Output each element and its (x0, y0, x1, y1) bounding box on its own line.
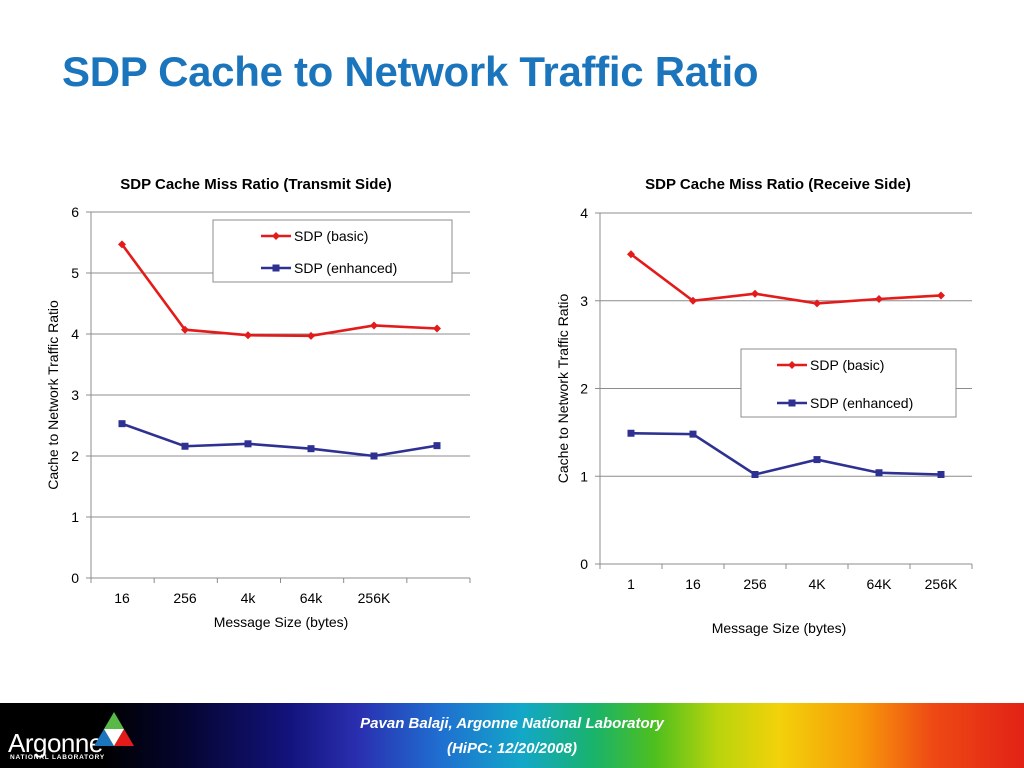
chart-title: SDP Cache Miss Ratio (Receive Side) (645, 176, 911, 193)
argonne-logo-subtext: NATIONAL LABORATORY (10, 754, 106, 761)
legend-label: SDP (enhanced) (810, 395, 913, 411)
series-line (120, 243, 438, 338)
data-point (370, 452, 378, 460)
argonne-logo-text: Argonne (8, 728, 103, 758)
legend-label: SDP (enhanced) (294, 260, 397, 276)
data-point (875, 469, 883, 477)
data-point (181, 325, 189, 334)
series-line (630, 253, 942, 305)
data-point (118, 240, 126, 249)
x-tick-label: 256 (173, 590, 197, 606)
y-axis-label: Cache to Network Traffic Ratio (45, 300, 61, 490)
data-point (937, 470, 945, 478)
x-tick-label: 16 (685, 576, 701, 592)
y-tick-label: 3 (580, 293, 588, 309)
argonne-triangle-logo-icon (94, 712, 134, 746)
data-point (118, 420, 126, 428)
transmit-side-chart: SDP Cache Miss Ratio (Transmit Side) 0 1 2 3… (45, 176, 471, 630)
data-point (689, 296, 697, 305)
data-point (244, 440, 252, 448)
data-point (433, 442, 441, 450)
legend-box (212, 219, 453, 283)
series-enhanced (627, 429, 945, 478)
data-point (751, 289, 759, 298)
legend: SDP (basic) SDP (enhanced) (740, 348, 957, 418)
y-tick-label: 1 (580, 468, 588, 484)
data-point (433, 324, 441, 333)
legend-swatch-marker (272, 264, 280, 272)
series-enhanced (118, 420, 441, 460)
data-point (307, 445, 315, 453)
data-point (751, 470, 759, 478)
data-point (937, 291, 945, 300)
y-tick-label: 2 (580, 381, 588, 397)
slide-title: SDP Cache to Network Traffic Ratio (62, 48, 759, 95)
y-tick-label: 2 (71, 448, 79, 464)
data-point (627, 250, 635, 259)
y-tick-label: 5 (71, 265, 79, 281)
x-tick-label: 64K (867, 576, 893, 592)
x-tick-label: 64k (300, 590, 324, 606)
legend: SDP (basic) SDP (enhanced) (212, 219, 453, 283)
data-point (181, 442, 189, 450)
x-tick-label: 256K (358, 590, 391, 606)
series-line (630, 431, 942, 476)
x-tick-label: 1 (627, 576, 635, 592)
y-tick-label: 4 (580, 205, 588, 221)
data-point (244, 331, 252, 340)
data-point (875, 294, 883, 303)
legend-label: SDP (basic) (294, 228, 368, 244)
y-axis-label: Cache to Network Traffic Ratio (555, 293, 571, 483)
legend-swatch-marker (788, 361, 796, 369)
x-axis-label: Message Size (bytes) (712, 620, 847, 636)
x-tick-label: 256 (743, 576, 767, 592)
x-tick-label: 4K (808, 576, 826, 592)
data-point (813, 456, 821, 464)
data-point (813, 299, 821, 308)
receive-side-chart: SDP Cache Miss Ratio (Receive Side) 0 1 2 3 4… (555, 176, 973, 636)
legend-box (740, 348, 957, 418)
x-axis-label: Message Size (bytes) (214, 614, 349, 630)
legend-swatch-marker (788, 399, 796, 407)
legend-swatch-marker (272, 232, 280, 240)
x-tick-label: 256K (925, 576, 958, 592)
series-basic (118, 240, 441, 340)
data-point (370, 321, 378, 330)
data-point (307, 331, 315, 340)
y-tick-label: 4 (71, 326, 79, 342)
series-line (121, 422, 438, 458)
footer-author: Pavan Balaji, Argonne National Laborator… (360, 715, 664, 732)
data-point (689, 430, 697, 438)
y-tick-label: 6 (71, 204, 79, 220)
y-tick-label: 0 (580, 556, 588, 572)
series-basic (627, 250, 945, 308)
chart-title: SDP Cache Miss Ratio (Transmit Side) (120, 176, 391, 193)
x-tick-label: 16 (114, 590, 130, 606)
y-tick-label: 3 (71, 387, 79, 403)
y-tick-label: 0 (71, 570, 79, 586)
legend-label: SDP (basic) (810, 357, 884, 373)
y-tick-label: 1 (71, 509, 79, 525)
footer-conference: (HiPC: 12/20/2008) (446, 740, 578, 757)
data-point (627, 429, 635, 437)
x-tick-label: 4k (241, 590, 257, 606)
footer-bar (0, 703, 1024, 768)
